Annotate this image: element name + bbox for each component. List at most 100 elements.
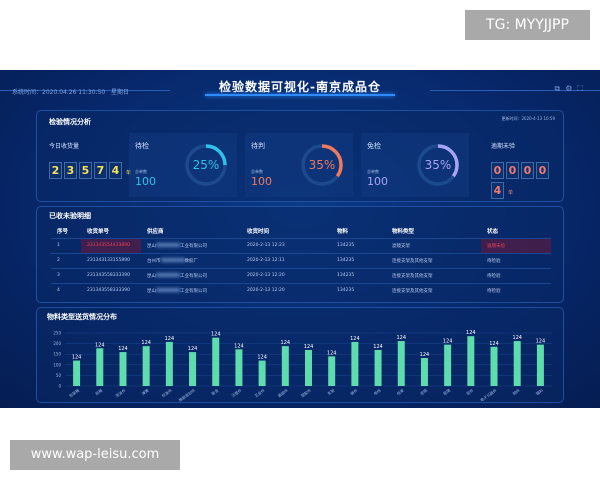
bar (189, 352, 197, 386)
layout-icon[interactable]: ⧉ (554, 84, 566, 93)
x-tick-label: 辅料 (535, 388, 544, 397)
bar (281, 346, 289, 386)
table-row[interactable]: 4 231343558333390 昆山 工业有限公司 2020-2-13 12:… (51, 282, 551, 298)
cell-time: 2020-2-13 12:11 (241, 252, 331, 268)
watermark-bottom: www.wap-leisu.com (10, 440, 180, 470)
x-tick-label: 注塑件 (230, 388, 242, 399)
cell-status: 待检验 (481, 267, 551, 283)
x-tick-label: 线束 (396, 388, 405, 397)
total-label: 总单数 (135, 169, 147, 174)
x-tick-label: 紧固件 (277, 388, 289, 399)
counter-digit: 5 (79, 162, 92, 179)
progress-percent: 35% (308, 158, 336, 172)
status-card-2: 免检 总单数 100 35% (361, 133, 469, 197)
table-row[interactable]: 1 231343554433890 昆山 工业有限公司 2020-2-13 12:… (51, 237, 551, 253)
cell-material-type: 连接支架及其他支架 (386, 252, 481, 268)
bar-data-label: 124 (211, 332, 221, 338)
bar-data-label: 124 (165, 336, 175, 342)
x-tick-label: 标准件 (161, 388, 173, 399)
bar-data-label: 124 (536, 339, 546, 345)
bar (235, 349, 243, 386)
bar (119, 352, 127, 386)
bar-data-label: 124 (304, 344, 314, 350)
bar (374, 349, 382, 386)
bar (444, 344, 452, 386)
header-icons: ⧉⚙⛶ (555, 84, 589, 94)
x-tick-label: 支架 (326, 388, 335, 397)
bar-data-label: 124 (72, 355, 82, 361)
update-time: 更新时间：2020-4-13 10:59 (502, 116, 556, 122)
x-tick-label: 玻璃 (442, 388, 451, 397)
bar (258, 360, 266, 386)
column-header: 收货单号 (87, 228, 110, 235)
update-value: 2020-4-13 10:59 (521, 116, 556, 121)
cell-status: 逾期未验 (481, 237, 551, 253)
counter-digit: 4 (491, 182, 504, 199)
bar-data-label: 124 (118, 346, 128, 352)
bar-chart: 0 50 100 150 200 250 124 包装箱 124 纸箱 124 泡沫件 124 弹簧 124… (53, 330, 552, 403)
cell-status: 待检验 (481, 282, 551, 298)
chart-panel: 物料类型送货情况分布 0 50 100 150 200 250 124 包装箱 124 纸箱 124… (36, 307, 564, 403)
system-time: 系统时间：2020.04.26 11:30:50 星期日 (12, 87, 129, 96)
bar-data-label: 124 (466, 330, 476, 336)
counter-unit: 单 (508, 190, 514, 196)
y-tick-label: 250 (53, 331, 61, 336)
total-value: 100 (367, 175, 388, 188)
y-tick-label: 50 (56, 373, 62, 378)
table-row[interactable]: 2 231343133155890 台州市 橡胶厂 2020-2-13 12:11… (51, 252, 551, 268)
table-row[interactable]: 3 231343558333390 昆山 工业有限公司 2020-2-13 12:… (51, 267, 551, 283)
pending-table: 序号 收货单号 供应商 收货时间 物料 物料类型 状态 1 231343554433890 … (51, 224, 551, 298)
cell-index: 3 (51, 267, 81, 283)
supplier-suffix: 橡胶厂 (184, 258, 199, 264)
counter-digit: 0 (491, 162, 504, 179)
x-tick-label: 弹簧 (141, 388, 150, 397)
cell-time: 2020-2-13 12:20 (241, 267, 331, 283)
status-card-label: 待判 (251, 142, 265, 150)
supplier-prefix: 昆山 (147, 243, 156, 249)
column-header: 收货时间 (247, 228, 270, 235)
x-tick-label: 铸件 (349, 388, 358, 397)
cell-material: 134235 (331, 237, 386, 253)
bar-data-label: 124 (95, 342, 105, 348)
bar-data-label: 124 (350, 336, 360, 342)
bar-data-label: 124 (281, 340, 291, 346)
cell-supplier: 昆山 工业有限公司 (141, 237, 241, 253)
counter-digit: 7 (94, 162, 107, 179)
counter-digit: 3 (64, 162, 77, 179)
cell-receipt-no: 231343558333390 (81, 282, 141, 298)
header-line-right (430, 90, 600, 91)
x-tick-label: 铜件 (512, 388, 521, 397)
bar (328, 356, 336, 386)
x-tick-label: 包装箱 (68, 388, 80, 399)
cell-material: 134235 (331, 267, 386, 283)
counter-digit: 2 (49, 162, 62, 179)
x-tick-label: 纸箱 (94, 388, 103, 397)
update-label: 更新时间： (501, 116, 522, 121)
cell-receipt-no: 231343558333390 (81, 267, 141, 283)
status-card-label: 待检 (135, 142, 149, 150)
status-card-0: 待检 总单数 100 25% (129, 133, 237, 197)
supplier-suffix: 工业有限公司 (180, 243, 207, 249)
table-header: 序号 收货单号 供应商 收货时间 物料 物料类型 状态 (51, 224, 551, 238)
bar-data-label: 124 (512, 335, 522, 341)
bar-data-label: 124 (327, 350, 337, 356)
bar-data-label: 124 (373, 344, 383, 350)
supplier-prefix: 昆山 (147, 273, 156, 279)
bar-data-label: 124 (141, 340, 151, 346)
x-tick-label: 钣金 (210, 388, 219, 397)
counter-digit: 0 (521, 162, 534, 179)
page-title: 检验数据可视化-南京成品仓 (219, 80, 381, 94)
redacted-blur (156, 243, 180, 247)
analysis-title: 检验情况分析 (49, 118, 91, 126)
bar (73, 360, 81, 386)
progress-ring (301, 144, 343, 186)
bar (513, 341, 521, 386)
status-card-1: 待判 总单数 100 35% (245, 133, 353, 197)
column-header: 物料类型 (392, 228, 415, 235)
redacted-blur (156, 273, 180, 277)
supplier-suffix: 工业有限公司 (180, 288, 207, 294)
settings-icon[interactable]: ⚙ (565, 84, 578, 93)
fullscreen-icon[interactable]: ⛶ (577, 84, 588, 93)
bar-data-label: 124 (257, 355, 267, 361)
